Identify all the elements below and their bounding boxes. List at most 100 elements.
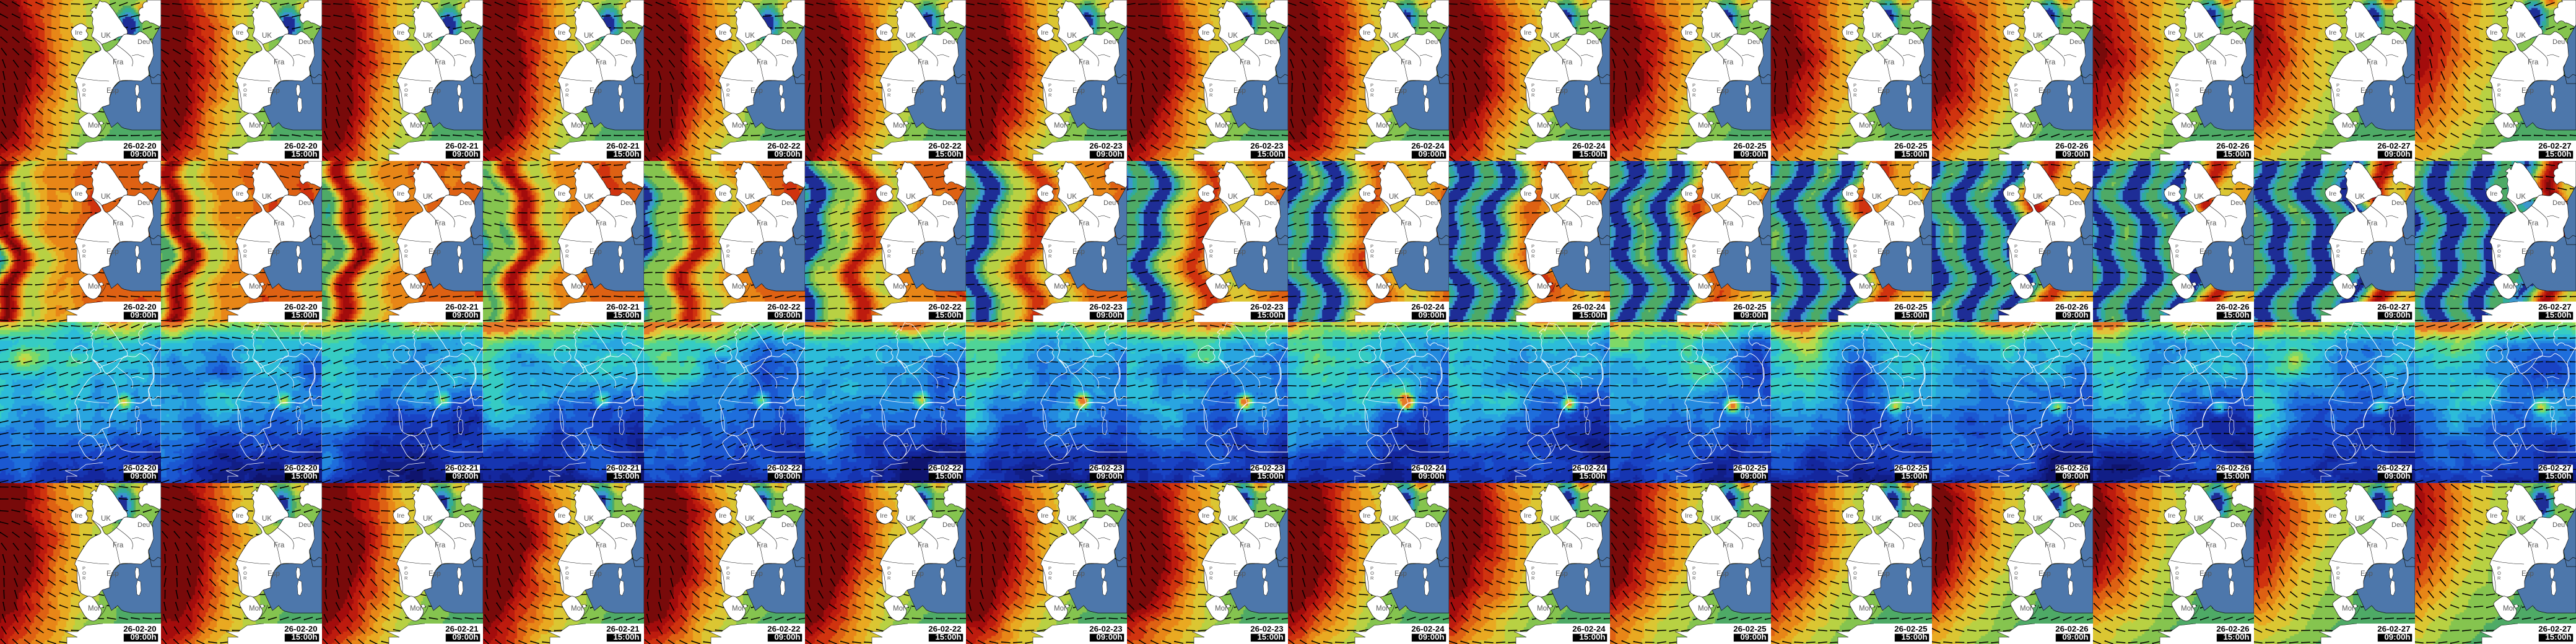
svg-text:Ire: Ire <box>1202 512 1209 520</box>
svg-text:UK: UK <box>1872 193 1882 201</box>
svg-text:Fra: Fra <box>1079 542 1090 549</box>
svg-text:UK: UK <box>1067 515 1077 523</box>
svg-text:Deu: Deu <box>2069 521 2082 529</box>
svg-text:UK: UK <box>1550 515 1560 523</box>
svg-text:UK: UK <box>906 193 916 201</box>
svg-text:Esp: Esp <box>912 570 924 578</box>
svg-text:R: R <box>243 575 247 581</box>
svg-text:R: R <box>1531 575 1535 581</box>
svg-text:R: R <box>404 253 408 259</box>
svg-text:Deu: Deu <box>781 199 794 207</box>
svg-text:Mor: Mor <box>2503 605 2515 612</box>
svg-text:R: R <box>1370 92 1374 98</box>
svg-text:Fra: Fra <box>1401 542 1412 549</box>
svg-text:R: R <box>2014 575 2018 581</box>
svg-text:15:00h: 15:00h <box>935 149 961 159</box>
svg-text:UK: UK <box>1389 515 1399 523</box>
svg-text:15:00h: 15:00h <box>1901 632 1927 642</box>
svg-text:Deu: Deu <box>1103 521 1116 529</box>
svg-text:Mor: Mor <box>571 283 583 290</box>
svg-text:R: R <box>1692 575 1696 581</box>
svg-text:Esp: Esp <box>1717 87 1729 95</box>
svg-text:09:00h: 09:00h <box>130 310 156 320</box>
svg-text:Fra: Fra <box>757 59 768 66</box>
svg-text:Ire: Ire <box>75 512 82 520</box>
svg-text:UK: UK <box>2355 515 2365 523</box>
svg-text:Deu: Deu <box>459 199 472 207</box>
svg-text:Deu: Deu <box>298 199 311 207</box>
svg-text:R: R <box>565 92 569 98</box>
svg-text:Mor: Mor <box>88 122 100 129</box>
svg-text:R: R <box>2497 575 2501 581</box>
svg-text:Fra: Fra <box>113 59 124 66</box>
svg-text:Mor: Mor <box>2342 122 2354 129</box>
svg-text:Mor: Mor <box>1376 122 1388 129</box>
svg-text:Ire: Ire <box>719 190 726 198</box>
svg-text:Fra: Fra <box>1884 59 1895 66</box>
svg-text:Esp: Esp <box>2361 248 2373 256</box>
svg-text:15:00h: 15:00h <box>1579 471 1605 481</box>
svg-text:UK: UK <box>101 32 111 40</box>
svg-text:R: R <box>2014 92 2018 98</box>
svg-text:09:00h: 09:00h <box>1418 632 1444 642</box>
svg-text:UK: UK <box>2033 32 2043 40</box>
svg-text:R: R <box>887 575 891 581</box>
svg-text:Deu: Deu <box>1747 521 1760 529</box>
svg-text:Mor: Mor <box>410 605 422 612</box>
svg-text:Ire: Ire <box>880 29 887 37</box>
svg-text:R: R <box>2175 575 2179 581</box>
svg-text:UK: UK <box>1711 193 1721 201</box>
svg-text:Deu: Deu <box>2230 521 2243 529</box>
svg-text:Ire: Ire <box>2490 190 2497 198</box>
svg-text:Mor: Mor <box>2181 605 2193 612</box>
svg-text:R: R <box>1531 253 1535 259</box>
svg-text:Ire: Ire <box>1524 190 1531 198</box>
svg-text:Deu: Deu <box>298 38 311 46</box>
svg-text:Fra: Fra <box>113 542 124 549</box>
svg-text:R: R <box>82 253 86 259</box>
svg-text:Esp: Esp <box>2200 248 2212 256</box>
svg-text:15:00h: 15:00h <box>2545 471 2571 481</box>
svg-text:Mor: Mor <box>2342 283 2354 290</box>
svg-text:Ire: Ire <box>558 29 565 37</box>
svg-text:Ire: Ire <box>75 190 82 198</box>
svg-text:Mor: Mor <box>1698 122 1710 129</box>
svg-text:Fra: Fra <box>1079 220 1090 227</box>
svg-text:15:00h: 15:00h <box>1579 149 1605 159</box>
svg-text:R: R <box>726 575 730 581</box>
svg-text:Fra: Fra <box>596 59 607 66</box>
svg-text:Ire: Ire <box>1846 29 1853 37</box>
svg-text:Deu: Deu <box>298 521 311 529</box>
svg-text:Ire: Ire <box>2007 190 2014 198</box>
svg-text:15:00h: 15:00h <box>935 471 961 481</box>
svg-text:09:00h: 09:00h <box>774 471 800 481</box>
svg-text:R: R <box>1048 253 1052 259</box>
svg-text:Ire: Ire <box>880 512 887 520</box>
svg-text:R: R <box>565 253 569 259</box>
svg-text:Esp: Esp <box>1556 248 1568 256</box>
svg-text:UK: UK <box>745 515 755 523</box>
svg-text:Ire: Ire <box>236 29 243 37</box>
svg-text:UK: UK <box>262 32 272 40</box>
svg-text:R: R <box>1048 575 1052 581</box>
svg-text:Deu: Deu <box>1586 38 1599 46</box>
svg-text:Ire: Ire <box>1685 512 1692 520</box>
svg-text:Ire: Ire <box>1041 190 1048 198</box>
svg-text:Mor: Mor <box>1215 122 1227 129</box>
svg-text:Mor: Mor <box>1215 283 1227 290</box>
svg-text:UK: UK <box>1067 32 1077 40</box>
svg-text:Fra: Fra <box>918 542 929 549</box>
svg-text:UK: UK <box>2516 515 2526 523</box>
svg-text:R: R <box>1692 92 1696 98</box>
svg-text:Mor: Mor <box>1859 605 1871 612</box>
svg-text:Deu: Deu <box>1425 199 1438 207</box>
svg-text:Deu: Deu <box>459 521 472 529</box>
svg-text:15:00h: 15:00h <box>1579 632 1605 642</box>
svg-text:Deu: Deu <box>1908 199 1921 207</box>
svg-text:09:00h: 09:00h <box>2062 471 2088 481</box>
svg-text:15:00h: 15:00h <box>613 471 639 481</box>
svg-text:Deu: Deu <box>2391 521 2404 529</box>
svg-text:Fra: Fra <box>2045 59 2056 66</box>
svg-text:R: R <box>2336 575 2340 581</box>
svg-text:Ire: Ire <box>236 512 243 520</box>
